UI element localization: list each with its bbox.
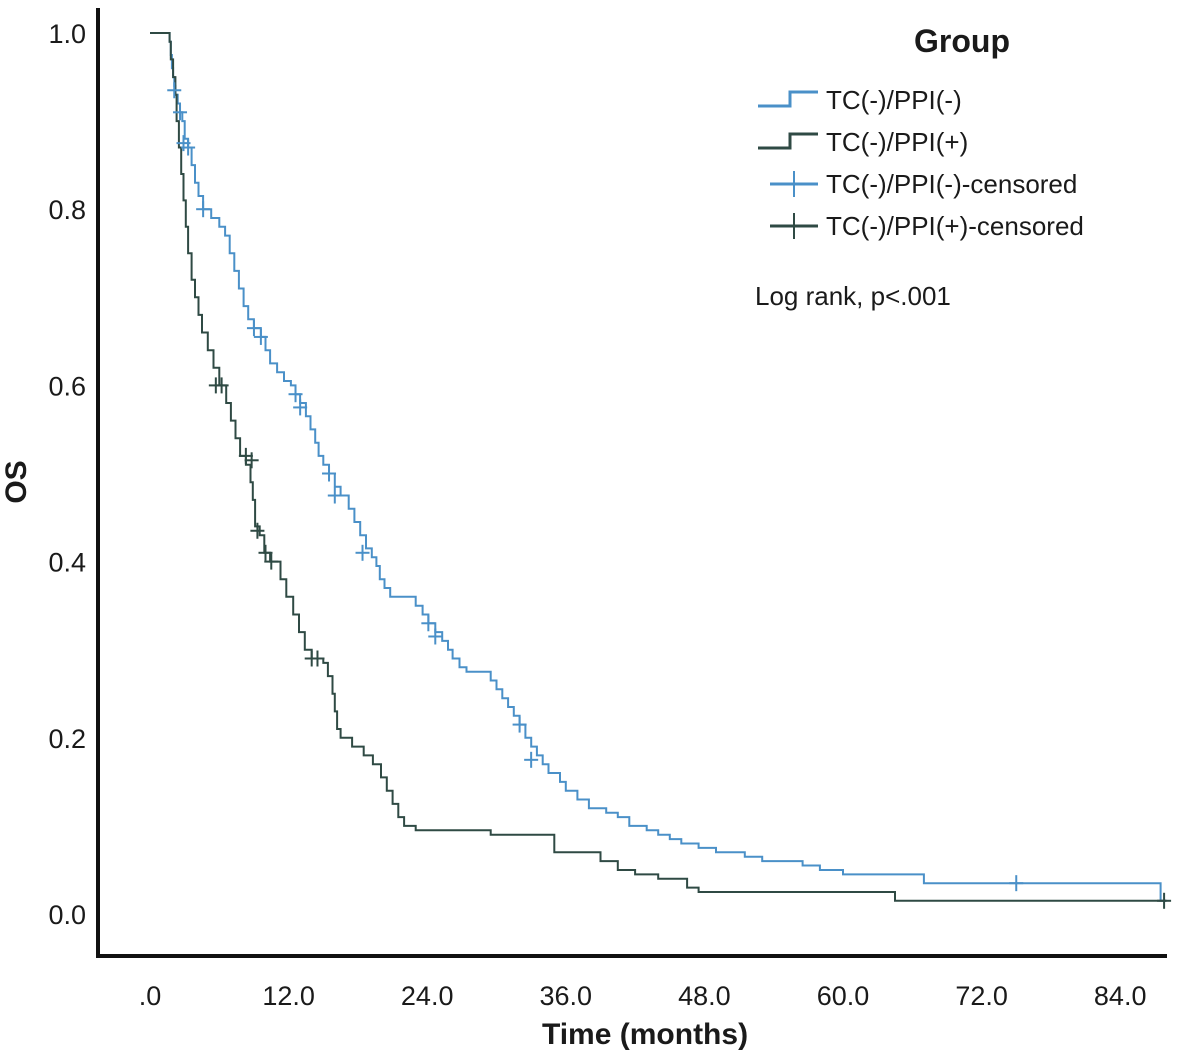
censor-mark [264,553,279,570]
legend-label: TC(-)/PPI(-)-censored [826,169,1077,199]
censor-mark [310,650,325,667]
y-tick-label: 0.0 [48,900,86,930]
censor-mark [250,522,265,539]
censor-mark [1009,875,1024,892]
censor-mark [355,544,370,561]
x-tick-label: 24.0 [401,981,454,1011]
x-tick-label: 60.0 [817,981,870,1011]
x-tick-label: 84.0 [1094,981,1147,1011]
y-tick-label: 0.2 [48,724,86,754]
censor-mark [512,716,527,733]
axes [96,8,1167,958]
censor-mark [327,487,342,504]
legend-line-swatch [758,90,818,108]
censor-mark [524,751,539,768]
censor-mark [1157,892,1172,909]
survival-curve-ppi-neg [150,32,1167,902]
legend-title: Group [914,23,1010,59]
y-tick-label: 0.4 [48,548,86,578]
survival-curve-ppi-pos [150,32,1167,902]
x-tick-label: .0 [139,981,162,1011]
x-tick-label: 36.0 [540,981,593,1011]
legend-label: TC(-)/PPI(+) [826,127,968,157]
legend-label: TC(-)/PPI(-) [826,85,962,115]
log-rank-annotation: Log rank, p<.001 [755,281,951,311]
censor-mark [196,201,211,218]
censor-mark [288,386,303,403]
censor-mark [322,465,337,482]
censor-mark [253,328,268,345]
legend-entry: TC(-)/PPI(+)-censored [770,211,1084,241]
y-tick-label: 0.8 [48,195,86,225]
legend-entry: TC(-)/PPI(-)-censored [770,169,1077,199]
y-tick-labels: 0.0 0.2 0.4 0.6 0.8 1.0 [48,19,86,930]
censor-mark [173,104,188,121]
y-tick-label: 1.0 [48,19,86,49]
legend-entry: TC(-)/PPI(-) [758,85,962,115]
censor-mark [246,320,261,337]
x-tick-label: 72.0 [955,981,1008,1011]
x-tick-label: 48.0 [678,981,731,1011]
y-tick-label: 0.6 [48,371,86,401]
censor-mark [421,615,436,632]
censor-mark [244,452,259,469]
censor-mark [293,399,308,416]
censor-mark [258,544,273,561]
censor-mark [214,377,229,394]
x-tick-label: 12.0 [262,981,315,1011]
censor-mark [167,82,182,99]
survival-curves [150,32,1167,902]
legend-entries: TC(-)/PPI(-) TC(-)/PPI(+) TC(-)/PPI(-)-cen… [758,85,1084,241]
y-axis-title: OS [0,460,33,503]
censor-mark [428,628,443,645]
legend: Group TC(-)/PPI(-)TC(-)/PPI(+)TC(-)/PPI(… [758,23,1084,241]
censor-marks [167,82,1172,909]
legend-label: TC(-)/PPI(+)-censored [826,211,1084,241]
x-axis-title: Time (months) [542,1018,748,1051]
legend-entry: TC(-)/PPI(+) [758,127,968,157]
censor-mark [181,139,196,156]
x-tick-labels: .0 12.0 24.0 36.0 48.0 60.0 72.0 84.0 [139,981,1147,1011]
legend-line-swatch [758,132,818,150]
